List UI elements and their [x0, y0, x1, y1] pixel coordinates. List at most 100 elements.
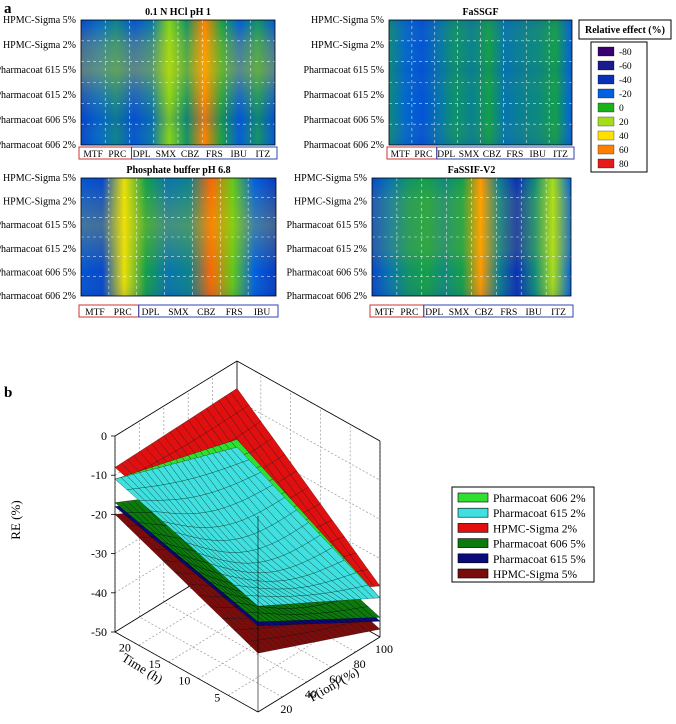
heatmap-x-label: PRC: [400, 308, 418, 318]
heatmap-y-label: Pharmacoat 606 5%: [0, 267, 76, 278]
heatmap-y-label: HPMC-Sigma 2%: [311, 40, 384, 51]
heatmap-y-label: Pharmacoat 606 2%: [0, 291, 76, 302]
legend-swatch: [597, 102, 615, 113]
heatmap-x-label: PRC: [114, 308, 132, 318]
heatmap-y-label: HPMC-Sigma 2%: [3, 197, 76, 208]
legend-swatch: [457, 523, 489, 533]
surface-cell: [361, 569, 381, 587]
x-axis-label: F(ion) (%): [306, 664, 361, 705]
axis-line: [114, 360, 238, 437]
heatmap-3: Phosphate buffer pH 6.8 HPMC-Sigma 5% HPMC…: [0, 165, 279, 318]
heatmap-title: FaSSGF: [462, 7, 498, 18]
x-tick-label: 80: [354, 657, 366, 671]
heatmap-x-label: CBZ: [181, 150, 200, 160]
heatmap-legend-title: Relative effect (%): [585, 25, 665, 36]
legend-label: 80: [619, 160, 629, 170]
legend-swatch: [457, 553, 489, 564]
heatmap-x-label: SMX: [156, 150, 177, 160]
y-tick-label: 5: [214, 690, 220, 704]
legend-label: HPMC-Sigma 5%: [493, 569, 577, 581]
legend-swatch: [597, 158, 615, 169]
grid-line: [236, 439, 381, 520]
heatmap-y-label: HPMC-Sigma 5%: [3, 173, 76, 184]
drug-group-box: [423, 304, 574, 318]
surface-legend-box: [451, 486, 595, 583]
panel-label-a: a: [4, 1, 12, 17]
heatmap-x-label: DPL: [425, 308, 443, 318]
heatmap-4: FaSSIF-V2 HPMC-Sigma 5% HPMC-Sigma 2% Pharm…: [286, 165, 574, 318]
heatmap-frame: [388, 19, 573, 146]
heatmap-y-label: Pharmacoat 606 2%: [0, 140, 76, 151]
heatmap-2: FaSSGF HPMC-Sigma 5% HPMC-Sigma 2% Pharmaco…: [303, 7, 575, 160]
heatmap-x-label: FRS: [226, 308, 243, 318]
legend-swatch: [597, 116, 615, 127]
legend-label: Pharmacoat 606 5%: [493, 539, 586, 551]
heatmap-x-label: ITZ: [553, 150, 568, 160]
heatmap-x-label: MTF: [83, 150, 103, 160]
y-tick-label: 20: [119, 640, 131, 654]
legend-swatch: [457, 507, 489, 518]
heatmap-x-label: SMX: [459, 150, 480, 160]
x-tick-label: 100: [375, 642, 393, 656]
heatmap-legend-title-box: [578, 19, 672, 40]
legend-swatch: [597, 130, 615, 141]
heatmap-y-label: Pharmacoat 615 2%: [0, 244, 76, 255]
panel-label-b: b: [4, 385, 12, 401]
axis-line: [236, 360, 381, 442]
heatmap-frame: [371, 177, 572, 297]
heatmap-x-label: SMX: [168, 308, 189, 318]
heatmap-frame: [80, 177, 277, 297]
legend-label: -40: [619, 76, 632, 86]
heatmap-panels: 0.1 N HCl pH 1 HPMC-Sigma 5% HPMC-Sigma 2%…: [0, 7, 575, 318]
legend-label: HPMC-Sigma 2%: [493, 523, 577, 535]
heatmap-y-label: Pharmacoat 615 2%: [0, 90, 76, 101]
heatmap-x-label: CBZ: [197, 308, 216, 318]
legend-label: Pharmacoat 615 5%: [493, 554, 586, 566]
heatmap-frame: [80, 19, 276, 146]
heatmap-y-label: HPMC-Sigma 5%: [311, 15, 384, 26]
heatmap-y-label: Pharmacoat 606 5%: [303, 115, 384, 126]
heatmap-title: Phosphate buffer pH 6.8: [126, 165, 230, 176]
heatmap-x-label: FRS: [206, 150, 223, 160]
heatmap-x-label: DPL: [133, 150, 151, 160]
heatmap-y-label: Pharmacoat 615 2%: [303, 90, 384, 101]
y-tick-label: 15: [149, 657, 161, 671]
z-tick-label: -50: [91, 625, 107, 639]
heatmap-legend: Relative effect (%) -80 -60 -40 -20 0 20 40 60 8…: [578, 19, 672, 173]
heatmap-y-label: Pharmacoat 606 2%: [286, 291, 367, 302]
heatmap-x-label: FRS: [506, 150, 523, 160]
heatmap-y-label: HPMC-Sigma 2%: [3, 40, 76, 51]
surface-chart: 0-10-20-30-40-500204060801005101520RE (%…: [8, 360, 393, 724]
legend-swatch: [457, 568, 489, 579]
axis-line: [257, 636, 381, 713]
heatmap-x-label: MTF: [85, 308, 105, 318]
legend-label: -80: [619, 48, 632, 58]
legend-swatch: [597, 88, 615, 99]
heatmap-y-label: HPMC-Sigma 5%: [3, 15, 76, 26]
legend-label: Pharmacoat 606 2%: [493, 493, 586, 505]
drug-group-box: [131, 146, 278, 160]
heatmap-y-label: Pharmacoat 615 5%: [303, 65, 384, 76]
heatmap-title: 0.1 N HCl pH 1: [145, 7, 211, 18]
heatmap-x-label: MTF: [391, 150, 411, 160]
heatmap-y-label: Pharmacoat 615 5%: [0, 220, 76, 231]
axis-line: [114, 631, 259, 713]
legend-swatch: [457, 538, 489, 548]
drug-group-box: [436, 146, 575, 160]
z-axis-label: RE (%): [8, 500, 23, 539]
heatmap-x-label: IBU: [230, 150, 247, 160]
heatmap-y-label: Pharmacoat 606 5%: [0, 115, 76, 126]
heatmap-x-label: CBZ: [483, 150, 502, 160]
heatmap-x-label: IBU: [530, 150, 547, 160]
z-tick-label: -40: [91, 586, 107, 600]
legend-label: Pharmacoat 615 2%: [493, 508, 586, 520]
z-tick-label: -30: [91, 547, 107, 561]
legend-label: 40: [619, 132, 629, 142]
heatmap-x-label: FRS: [500, 308, 517, 318]
heatmap-x-label: ITZ: [551, 308, 566, 318]
heatmap-x-label: SMX: [449, 308, 470, 318]
heatmap-title: FaSSIF-V2: [448, 165, 496, 176]
legend-label: -20: [619, 90, 632, 100]
heatmap-x-label: DPL: [142, 308, 160, 318]
